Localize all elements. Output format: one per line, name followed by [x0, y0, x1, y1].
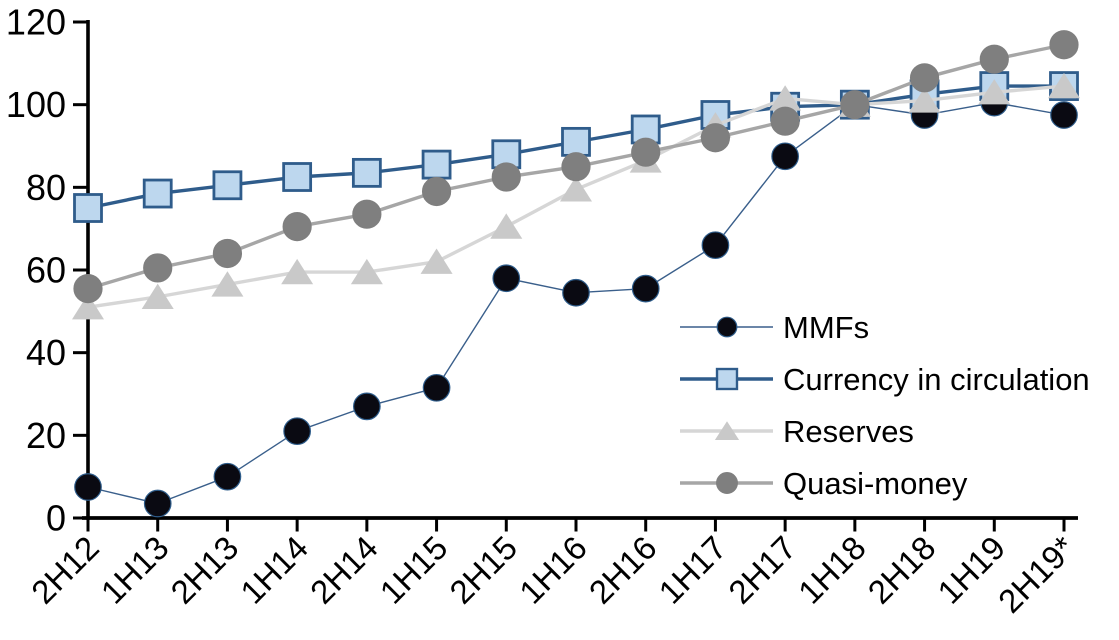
- x-tick-label-1h17: 1H17: [651, 529, 733, 611]
- x-tick-label-1h16: 1H16: [512, 529, 594, 611]
- data-point-marker: [908, 87, 941, 113]
- y-tick-label-20: 20: [26, 415, 66, 456]
- data-point-marker: [492, 264, 521, 293]
- data-point-marker: [770, 106, 800, 136]
- legend-label-mmfs: MMFs: [783, 310, 869, 345]
- data-point-marker: [72, 294, 104, 320]
- data-point-marker: [771, 142, 799, 171]
- legend-item-reserves: Reserves: [680, 414, 914, 449]
- data-point-marker: [281, 258, 314, 285]
- x-tick-label-2h17: 2H17: [721, 529, 803, 611]
- y-tick-label-120: 120: [6, 2, 66, 43]
- y-tick-label-0: 0: [46, 498, 66, 539]
- legend-label-reserves: Reserves: [783, 414, 914, 449]
- legend-label-quasi-money: Quasi-money: [783, 466, 968, 501]
- data-point-marker: [1050, 101, 1078, 129]
- data-point-marker: [421, 149, 452, 180]
- legend-item-mmfs: MMFs: [680, 310, 869, 345]
- data-point-marker: [909, 63, 940, 93]
- data-point-marker: [769, 85, 802, 111]
- data-point-marker: [490, 213, 523, 239]
- data-point-marker: [143, 489, 172, 518]
- data-point-marker: [213, 462, 242, 491]
- data-point-marker: [351, 157, 382, 188]
- data-point-marker: [1047, 72, 1080, 99]
- data-point-marker: [561, 126, 591, 157]
- legend-item-currency-in-circulation: Currency in circulation: [680, 362, 1090, 397]
- data-point-marker: [716, 472, 738, 494]
- y-tick-label-80: 80: [26, 167, 66, 208]
- data-point-marker: [979, 44, 1009, 74]
- data-point-marker: [716, 316, 738, 338]
- data-point-marker: [420, 248, 453, 274]
- data-point-marker: [714, 421, 740, 440]
- data-point-marker: [561, 152, 591, 182]
- data-point-marker: [631, 274, 660, 303]
- data-point-marker: [491, 139, 522, 170]
- data-point-marker: [422, 373, 451, 402]
- legend: MMFs Currency in circulation Reserves Quasi…: [680, 310, 1090, 501]
- data-point-marker: [840, 90, 870, 120]
- data-point-marker: [421, 176, 452, 207]
- data-point-marker: [701, 231, 730, 260]
- data-point-marker: [1049, 30, 1079, 60]
- x-tick-label-2h12: 2H12: [24, 529, 106, 611]
- data-point-marker: [141, 283, 174, 310]
- data-point-marker: [353, 392, 381, 421]
- data-point-marker: [142, 178, 173, 209]
- y-tick-label-40: 40: [26, 332, 66, 373]
- data-point-marker: [212, 170, 243, 201]
- y-tick-label-100: 100: [6, 84, 66, 125]
- x-tick-label-2h16: 2H16: [582, 529, 664, 611]
- data-point-marker: [73, 193, 103, 223]
- x-tick-label-1h18: 1H18: [791, 529, 873, 611]
- data-point-marker: [978, 79, 1011, 105]
- legend-item-quasi-money: Quasi-money: [680, 466, 968, 501]
- data-point-marker: [562, 278, 590, 307]
- data-point-marker: [631, 137, 661, 167]
- data-point-marker: [350, 258, 383, 285]
- series-lines: [72, 30, 1080, 518]
- data-point-marker: [700, 123, 731, 153]
- data-point-marker: [559, 176, 592, 202]
- data-point-marker: [282, 162, 313, 192]
- series-quasi-money: [73, 30, 1079, 304]
- x-tick-label-2h14: 2H14: [303, 529, 385, 611]
- x-tick-label-2h15: 2H15: [442, 529, 524, 611]
- data-point-marker: [211, 271, 244, 297]
- y-tick-label-60: 60: [26, 250, 66, 291]
- x-tick-label-2h18: 2H18: [861, 529, 943, 611]
- data-point-marker: [282, 212, 312, 242]
- x-tick-label-1h15: 1H15: [373, 529, 455, 611]
- data-point-marker: [283, 417, 311, 446]
- x-tick-label-1h14: 1H14: [233, 529, 315, 611]
- data-point-marker: [74, 473, 102, 501]
- data-point-marker: [212, 238, 243, 269]
- legend-label-currency-in-circulation: Currency in circulation: [783, 362, 1090, 397]
- data-point-marker: [143, 253, 173, 283]
- data-point-marker: [352, 199, 382, 229]
- data-point-marker: [715, 367, 739, 391]
- x-tick-label-2h19: 2H19*: [991, 529, 1082, 620]
- x-tick-label-2h13: 2H13: [163, 529, 245, 611]
- data-point-marker: [73, 274, 103, 304]
- data-point-marker: [491, 162, 521, 192]
- x-tick-label-1h13: 1H13: [94, 529, 176, 611]
